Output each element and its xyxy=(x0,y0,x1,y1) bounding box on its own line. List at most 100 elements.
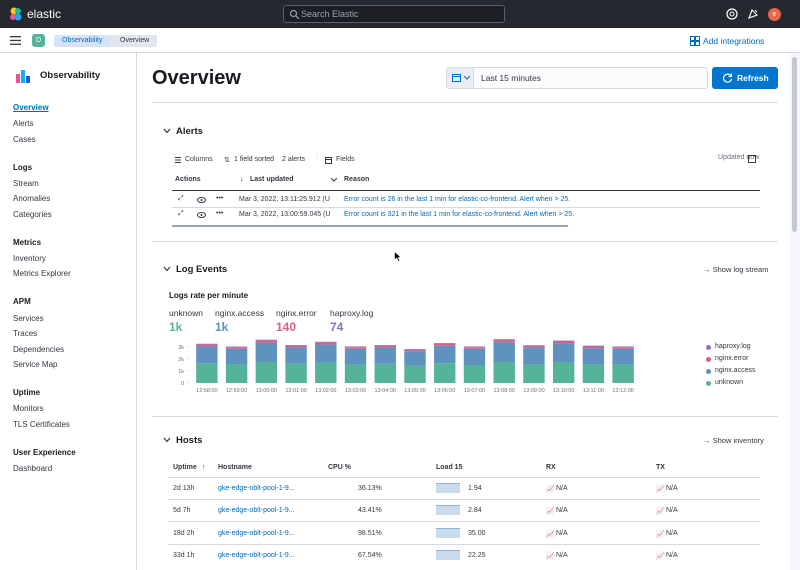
page-scrollbar[interactable] xyxy=(790,53,800,570)
sidebar-item-services[interactable]: Services xyxy=(13,314,44,323)
bar-nginx-error xyxy=(315,342,337,345)
date-quick-select-button[interactable] xyxy=(447,68,474,88)
sidebar-item-traces[interactable]: Traces xyxy=(13,329,38,338)
top-bar: elastic Search Elastic e xyxy=(0,0,800,28)
legend-unknown[interactable]: unknown xyxy=(715,379,744,386)
column-header-rx[interactable]: RX xyxy=(546,464,556,471)
sidebar-item-alerts[interactable]: Alerts xyxy=(13,119,34,128)
host-tx: N/A xyxy=(666,552,678,559)
alert-reason[interactable]: Error count is 321 in the last 1 min for… xyxy=(344,211,575,218)
column-chevron-icon[interactable] xyxy=(331,178,337,182)
breadcrumb-observability[interactable]: Observability xyxy=(54,35,111,47)
bar-nginx-error xyxy=(404,349,426,352)
fields-button[interactable]: Fields xyxy=(336,156,355,163)
log-events-section-title: Log Events xyxy=(176,264,228,275)
sidebar-item-dependencies[interactable]: Dependencies xyxy=(13,345,65,354)
alerts-collapse-icon[interactable] xyxy=(163,127,171,135)
columns-icon xyxy=(175,157,181,163)
sort-desc-icon: ↓ xyxy=(240,176,244,183)
view-icon[interactable] xyxy=(197,197,206,203)
sidebar-item-categories[interactable]: Categories xyxy=(13,210,52,219)
x-tick-label: 13:01:00 xyxy=(285,388,306,394)
host-name-link[interactable]: gke-edge-oblt-pool-1-9... xyxy=(218,530,295,537)
log-events-collapse-icon[interactable] xyxy=(163,265,171,273)
expand-icon[interactable]: ⤢ xyxy=(178,210,184,217)
column-header-uptime[interactable]: Uptime xyxy=(173,464,197,471)
elastic-logo-icon[interactable] xyxy=(9,7,23,21)
columns-button[interactable]: Columns xyxy=(185,156,213,163)
view-icon[interactable] xyxy=(197,212,206,218)
bar-nginx-error xyxy=(196,344,218,347)
column-header-hostname[interactable]: Hostname xyxy=(218,464,252,471)
help-icon[interactable] xyxy=(726,8,738,20)
add-integrations-link[interactable]: Add integrations xyxy=(703,36,765,46)
sidebar-item-overview[interactable]: Overview xyxy=(13,103,49,112)
more-actions-icon[interactable]: ••• xyxy=(216,210,224,217)
search-input[interactable]: Search Elastic xyxy=(283,5,505,23)
hosts-header-border xyxy=(168,477,760,478)
sidebar-item-stream[interactable]: Stream xyxy=(13,179,39,188)
menu-icon[interactable] xyxy=(10,36,21,45)
space-selector[interactable]: D xyxy=(32,34,45,47)
x-tick-label: 13:07:00 xyxy=(464,388,485,394)
show-inventory-link[interactable]: → Show inventory xyxy=(703,436,764,445)
column-header-last-updated[interactable]: Last updated xyxy=(250,176,294,183)
header-divider xyxy=(152,102,778,103)
date-picker[interactable]: Last 15 minutes xyxy=(446,67,708,89)
legend-nginx-access[interactable]: nginx.access xyxy=(715,367,756,374)
bar-haproxy-log xyxy=(344,346,367,348)
column-header-load[interactable]: Load 15 xyxy=(436,464,463,471)
legend-haproxy-log[interactable]: haproxy.log xyxy=(715,343,751,350)
x-tick-label: 13:09:00 xyxy=(523,388,544,394)
expand-icon[interactable]: ⤢ xyxy=(178,195,184,202)
bar-haproxy-log xyxy=(523,345,545,347)
more-actions-icon[interactable]: ••• xyxy=(216,195,224,202)
bar-nginx-access xyxy=(344,348,367,365)
column-header-cpu[interactable]: CPU % xyxy=(328,464,351,471)
host-name-link[interactable]: gke-edge-oblt-pool-1-9... xyxy=(218,507,295,514)
user-avatar[interactable]: e xyxy=(768,8,781,21)
legend-dot-nginx-access xyxy=(706,369,711,374)
rx-chart-icon: 📈 xyxy=(546,553,555,560)
fullscreen-icon[interactable] xyxy=(748,155,756,163)
column-header-tx[interactable]: TX xyxy=(656,464,665,471)
x-tick-label: 13:11:00 xyxy=(583,388,604,394)
x-tick-label: 13:00:00 xyxy=(256,388,277,394)
horizontal-scrollbar[interactable] xyxy=(172,225,568,227)
alert-reason[interactable]: Error count is 26 in the last 1 min for … xyxy=(344,196,571,203)
bar-nginx-error xyxy=(463,347,486,349)
host-name-link[interactable]: gke-edge-oblt-pool-1-9... xyxy=(218,552,295,559)
host-tx: N/A xyxy=(666,485,678,492)
row-divider xyxy=(168,521,760,522)
host-name-link[interactable]: gke-edge-oblt-pool-1-9... xyxy=(218,485,295,492)
stat-value-haproxy-log: 74 xyxy=(330,320,344,334)
bar-haproxy-log xyxy=(552,340,575,342)
news-feed-icon[interactable] xyxy=(747,8,759,20)
sidebar-item-anomalies[interactable]: Anomalies xyxy=(13,194,51,203)
show-log-stream-link[interactable]: → Show log stream xyxy=(703,265,769,274)
tx-chart-icon: 📈 xyxy=(656,486,665,493)
host-rx: N/A xyxy=(556,552,568,559)
sidebar-item-inventory[interactable]: Inventory xyxy=(13,254,46,263)
y-tick-label: 1k xyxy=(178,369,184,375)
bar-unknown xyxy=(523,364,545,383)
refresh-button[interactable]: Refresh xyxy=(712,67,778,89)
sort-button[interactable]: 1 field sorted xyxy=(234,156,275,163)
sidebar-item-service-map[interactable]: Service Map xyxy=(13,360,58,369)
stat-label-unknown: unknown xyxy=(169,308,204,318)
sidebar-item-cases[interactable]: Cases xyxy=(13,135,36,144)
legend-nginx-error[interactable]: nginx.error xyxy=(715,355,749,362)
hosts-collapse-icon[interactable] xyxy=(163,436,171,444)
host-rx: N/A xyxy=(556,507,568,514)
sidebar-item-monitors[interactable]: Monitors xyxy=(13,404,44,413)
sidebar-item-tls-certificates[interactable]: TLS Certificates xyxy=(13,420,70,429)
bar-nginx-access xyxy=(225,348,248,365)
stat-value-nginx-access: 1k xyxy=(215,320,229,334)
bar-unknown xyxy=(344,364,367,383)
scrollbar-thumb[interactable] xyxy=(792,57,797,232)
fields-icon xyxy=(325,157,332,164)
sidebar-item-dashboard[interactable]: Dashboard xyxy=(13,464,53,473)
sidebar-group-metrics: Metrics xyxy=(13,238,42,247)
sidebar-item-metrics-explorer[interactable]: Metrics Explorer xyxy=(13,269,71,278)
bar-unknown xyxy=(434,363,456,383)
